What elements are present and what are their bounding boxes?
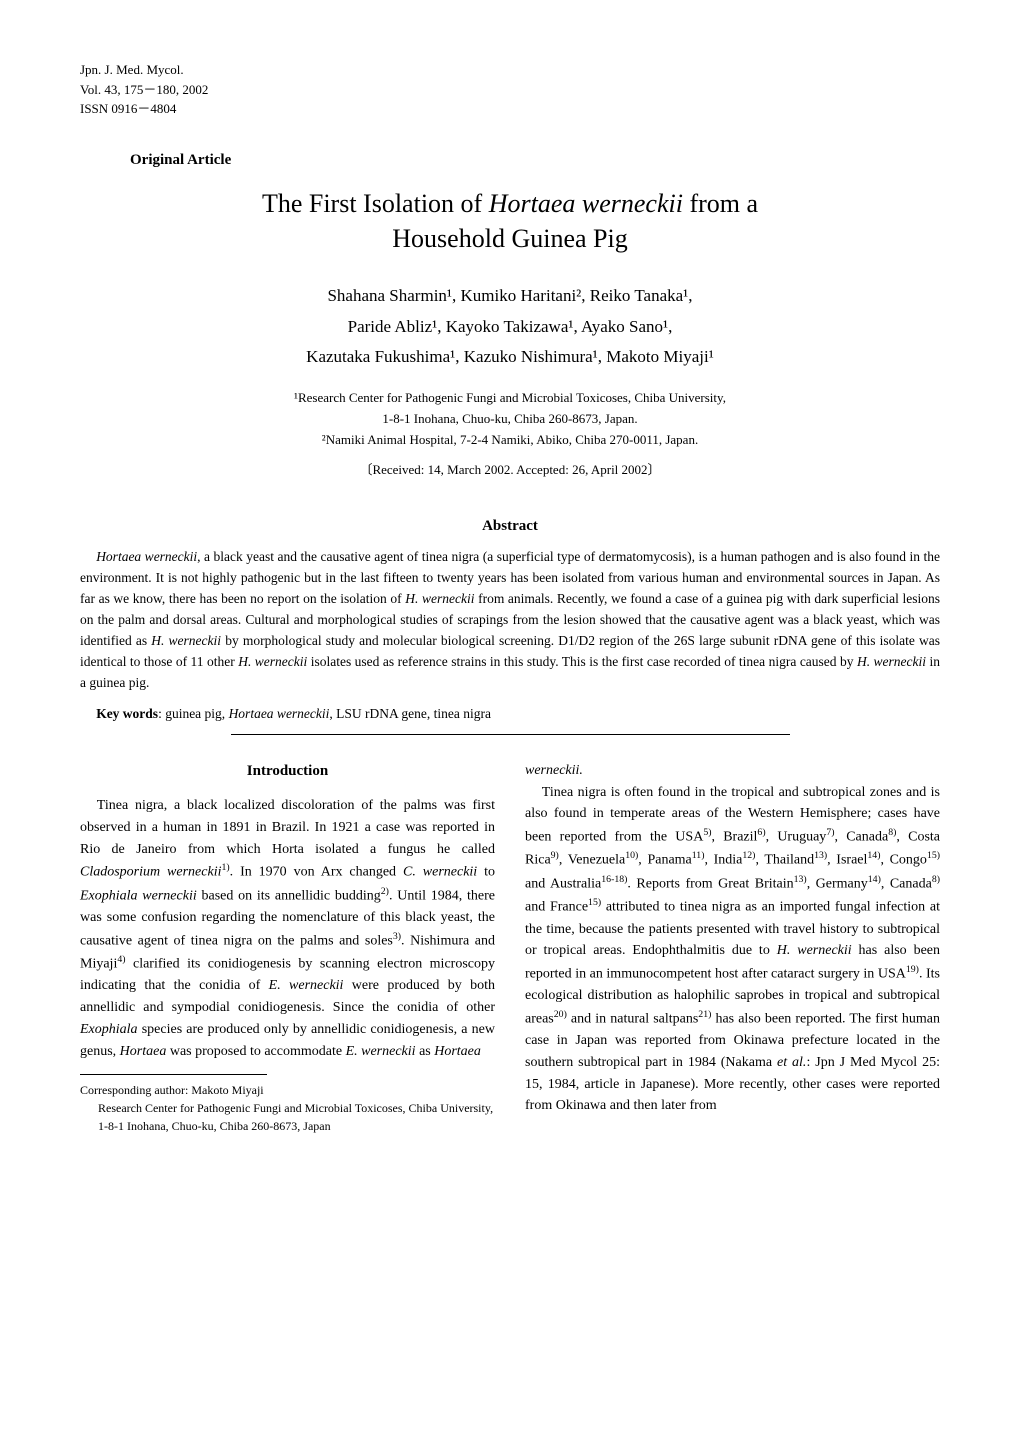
affiliation-1b: 1-8-1 Inohana, Chuo-ku, Chiba 260-8673, …: [80, 409, 940, 430]
keywords-text: : guinea pig, Hortaea werneckii, LSU rDN…: [158, 706, 491, 721]
journal-volume: Vol. 43, 175－180, 2002: [80, 80, 940, 100]
right-column: werneckii. Tinea nigra is often found in…: [525, 760, 940, 1135]
title-line-2: Household Guinea Pig: [392, 224, 627, 253]
received-dates: 〔Received: 14, March 2002. Accepted: 26,…: [80, 460, 940, 480]
affiliation-1: ¹Research Center for Pathogenic Fungi an…: [80, 388, 940, 409]
keywords-label: Key words: [96, 706, 158, 721]
introduction-heading: Introduction: [80, 760, 495, 783]
section-divider: [231, 734, 790, 735]
footnote-block: Corresponding author: Makoto Miyaji Rese…: [80, 1081, 495, 1135]
intro-paragraph: Tinea nigra, a black localized discolora…: [80, 795, 495, 1062]
footnote-address: 1-8-1 Inohana, Chuo-ku, Chiba 260-8673, …: [80, 1117, 495, 1135]
article-title: The First Isolation of Hortaea werneckii…: [80, 186, 940, 256]
col2-paragraph: Tinea nigra is often found in the tropic…: [525, 782, 940, 1117]
footnote-affiliation: Research Center for Pathogenic Fungi and…: [80, 1099, 495, 1117]
authors-line-3: Kazutaka Fukushima¹, Kazuko Nishimura¹, …: [80, 342, 940, 373]
affiliations-block: ¹Research Center for Pathogenic Fungi an…: [80, 388, 940, 450]
authors-line-1: Shahana Sharmin¹, Kumiko Haritani², Reik…: [80, 281, 940, 312]
article-type: Original Article: [130, 149, 940, 172]
journal-name: Jpn. J. Med. Mycol.: [80, 60, 940, 80]
abstract-heading: Abstract: [80, 515, 940, 538]
journal-info: Jpn. J. Med. Mycol. Vol. 43, 175－180, 20…: [80, 60, 940, 119]
journal-issn: ISSN 0916－4804: [80, 99, 940, 119]
footnote-divider: [80, 1074, 267, 1075]
authors-line-2: Paride Abliz¹, Kayoko Takizawa¹, Ayako S…: [80, 312, 940, 343]
left-column: Introduction Tinea nigra, a black locali…: [80, 760, 495, 1135]
keywords: Key words: guinea pig, Hortaea werneckii…: [80, 704, 940, 724]
title-line-1: The First Isolation of Hortaea werneckii…: [262, 189, 758, 218]
affiliation-2: ²Namiki Animal Hospital, 7-2-4 Namiki, A…: [80, 430, 940, 451]
authors-block: Shahana Sharmin¹, Kumiko Haritani², Reik…: [80, 281, 940, 373]
abstract-text: Hortaea werneckii, a black yeast and the…: [80, 547, 940, 693]
corresponding-author: Corresponding author: Makoto Miyaji: [80, 1081, 495, 1099]
two-column-layout: Introduction Tinea nigra, a black locali…: [80, 760, 940, 1135]
col2-continuation: werneckii.: [525, 760, 940, 782]
